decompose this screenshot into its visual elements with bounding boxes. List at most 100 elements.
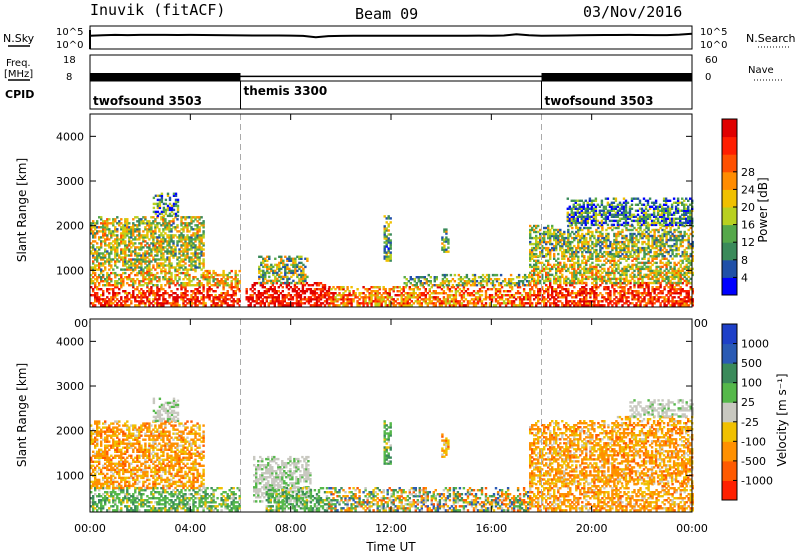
data-cell	[643, 292, 646, 295]
data-cell	[128, 248, 131, 251]
data-cell	[553, 255, 556, 258]
data-cell	[188, 298, 191, 301]
data-cell	[311, 298, 315, 301]
data-cell	[621, 288, 624, 291]
data-cell	[146, 222, 149, 225]
data-cell	[144, 218, 147, 221]
data-cell	[188, 276, 191, 279]
data-cell	[457, 284, 461, 287]
data-cell	[494, 294, 498, 297]
data-cell	[539, 279, 542, 283]
data-cell	[613, 292, 616, 295]
data-cell	[220, 296, 223, 299]
data-cell	[266, 255, 269, 258]
data-cell	[230, 304, 233, 307]
data-cell	[617, 298, 620, 301]
data-cell	[454, 292, 458, 295]
data-cell	[420, 292, 423, 295]
data-cell	[416, 286, 419, 289]
data-cell	[261, 284, 264, 287]
data-cell	[136, 258, 139, 261]
data-cell	[583, 296, 586, 299]
data-cell	[441, 273, 445, 277]
data-cell	[114, 282, 117, 285]
data-cell	[609, 259, 612, 262]
data-cell	[433, 276, 436, 279]
data-cell	[488, 296, 492, 299]
data-cell	[689, 286, 692, 289]
data-cell	[679, 286, 682, 289]
data-cell	[132, 238, 135, 241]
data-cell	[615, 232, 618, 236]
data-cell	[627, 240, 630, 244]
data-cell	[136, 220, 139, 223]
data-cell	[178, 240, 181, 243]
data-cell	[493, 273, 497, 277]
data-cell	[168, 256, 171, 259]
data-cell	[150, 278, 153, 281]
data-cell	[641, 232, 644, 236]
data-cell	[647, 238, 650, 242]
data-cell	[202, 260, 205, 263]
data-cell	[385, 253, 388, 256]
data-cell	[196, 298, 199, 301]
data-cell	[102, 298, 105, 301]
data-cell	[236, 278, 239, 281]
data-cell	[176, 204, 180, 208]
data-cell	[619, 244, 622, 248]
data-cell	[186, 269, 189, 273]
data-cell	[673, 273, 676, 277]
data-cell	[220, 304, 223, 307]
data-cell	[388, 290, 391, 293]
data-cell	[459, 276, 463, 279]
data-cell	[172, 248, 175, 251]
data-cell	[176, 240, 179, 243]
data-cell	[427, 273, 430, 277]
data-cell	[182, 300, 185, 303]
data-cell	[315, 288, 319, 291]
data-cell	[585, 271, 588, 275]
data-cell	[611, 267, 614, 271]
data-cell	[210, 273, 213, 277]
data-cell	[112, 284, 115, 287]
data-cell	[376, 304, 379, 307]
data-cell	[527, 298, 530, 301]
data-cell	[146, 282, 149, 285]
data-cell	[144, 216, 147, 219]
data-cell	[180, 216, 183, 219]
data-cell	[180, 244, 183, 247]
data-cell	[383, 241, 386, 244]
data-cell	[389, 243, 392, 246]
data-cell	[292, 261, 295, 265]
data-cell	[94, 300, 97, 303]
data-cell	[194, 238, 197, 241]
data-cell	[208, 269, 211, 273]
data-cell	[629, 228, 632, 232]
data-cell	[306, 257, 309, 260]
data-cell	[124, 248, 127, 251]
data-cell	[681, 282, 684, 285]
data-cell	[472, 304, 476, 307]
data-cell	[637, 267, 640, 271]
data-cell	[277, 304, 280, 307]
data-cell	[565, 250, 568, 254]
data-cell	[276, 271, 279, 275]
data-cell	[170, 262, 173, 265]
data-cell	[454, 296, 458, 299]
data-cell	[665, 275, 668, 279]
data-cell	[599, 275, 602, 279]
data-cell	[366, 304, 369, 307]
data-cell	[623, 267, 626, 271]
data-cell	[296, 263, 299, 267]
data-cell	[386, 304, 389, 307]
data-cell	[661, 257, 664, 260]
data-cell	[669, 275, 672, 279]
data-cell	[593, 296, 596, 299]
data-cell	[138, 271, 141, 275]
data-cell	[611, 242, 614, 246]
data-cell	[484, 290, 488, 293]
data-cell	[120, 278, 123, 281]
data-cell	[631, 240, 634, 244]
data-cell	[180, 228, 183, 231]
data-cell	[623, 246, 626, 250]
